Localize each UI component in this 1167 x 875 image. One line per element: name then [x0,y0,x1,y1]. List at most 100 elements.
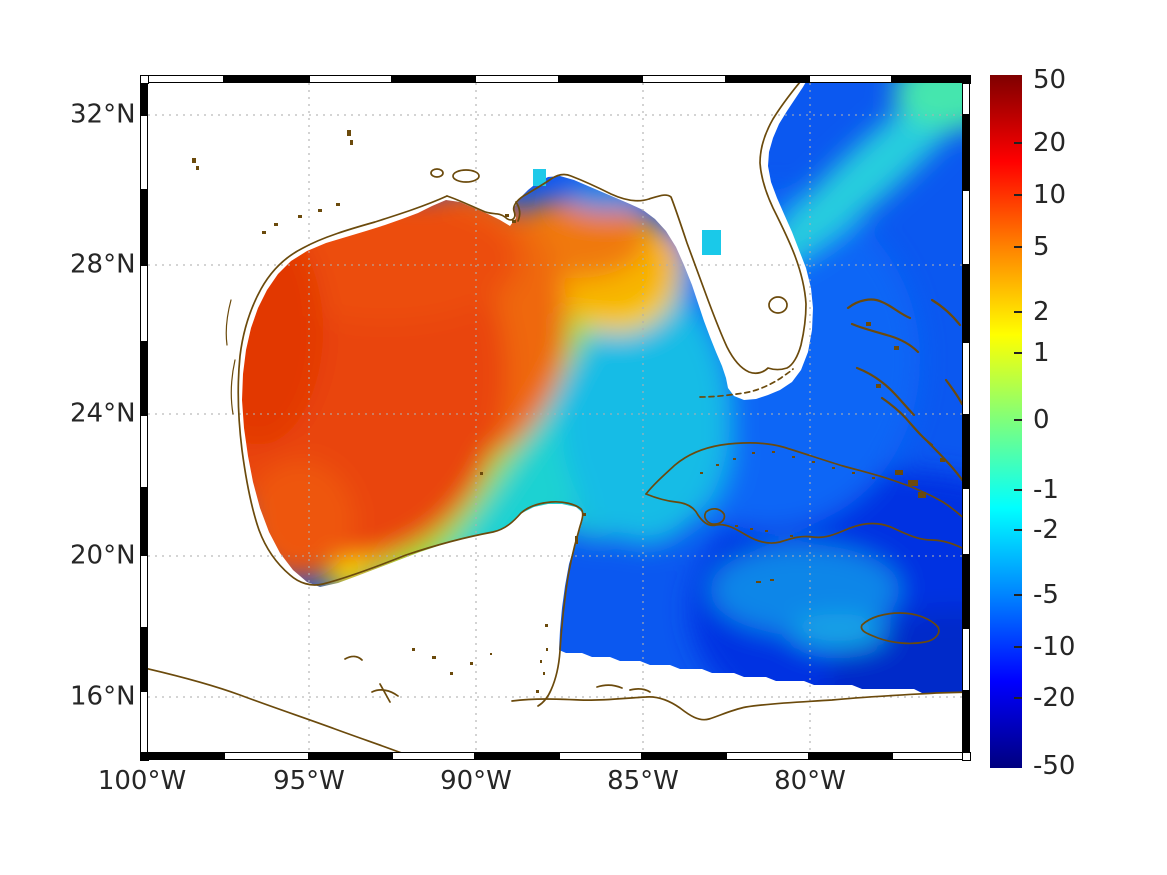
fancy-border-segment-left [140,342,148,415]
coast-northgulf-florida-atlantic [446,83,807,375]
fancy-border-segment-bottom [726,752,809,760]
fancy-border-segment-right [962,415,970,488]
ocean-data-field [148,83,962,752]
fancy-border-segment-bottom [224,752,309,760]
fancy-border-segment-left [140,115,148,190]
frame-corner-bottom-left [140,752,149,761]
fancy-border-segment-right [962,342,970,415]
coast-jamaica [860,612,940,645]
fancy-border-segment-top [475,75,559,83]
fancy-border-segment-bottom [392,752,475,760]
land-mask [148,83,962,752]
fancy-border-segment-top [309,75,392,83]
fancy-border-segment-top [224,75,309,83]
lon-tick-label: 100°W [97,766,187,796]
fancy-border-segment-top [559,75,642,83]
fancy-border-segment-right [962,628,970,691]
colorbar-tick-label: -20 [1033,683,1076,713]
coast-chandeleur [515,201,521,222]
data-patch-florida-lagoon [702,230,721,255]
fancy-border-segment-right [962,265,970,342]
colorbar-tick-label: 1 [1033,338,1050,368]
fancy-border-segment-right [962,488,970,555]
frame-corner-bottom-right [962,752,971,761]
fancy-border-segment-right [962,555,970,628]
data-patch-mobile-bay [533,169,546,186]
coast-bay-islands [596,684,651,693]
fancy-border-segment-right [962,691,970,760]
coast-honduras [511,691,962,721]
colorbar-tick [1014,697,1022,699]
fancy-border-segment-right [962,115,970,190]
colorbar-tick-label: 50 [1033,65,1067,95]
fancy-border-segment-top [726,75,809,83]
coast-bahamas [846,298,962,482]
fancy-border-segment-bottom [140,752,224,760]
coast-cuba-south [645,493,962,549]
fancy-border-segment-bottom [559,752,642,760]
graticule-gridlines [148,83,962,752]
fancy-border-segment-top [140,75,224,83]
colorbar-gradient [990,75,1022,768]
colorbar-tick [1014,529,1022,531]
fancy-border-segment-left [140,555,148,628]
fancy-border-segment-left [140,691,148,760]
coast-guatemala-lagoons [344,655,399,703]
fancy-border-segment-bottom [809,752,892,760]
fancy-border-segment-right [962,190,970,265]
colorbar-tick-label: -1 [1033,475,1059,505]
colorbar-tick [1014,646,1022,648]
colorbar-tick-label: -10 [1033,632,1076,662]
coast-cuba-north [645,442,962,518]
colorbar-tick [1014,246,1022,248]
fancy-border-segment-left [140,190,148,265]
coast-texas-mexico-yucatan [237,195,584,707]
fancy-border-segment-top [809,75,892,83]
fancy-border-segment-bottom [309,752,392,760]
islands-and-cays [192,130,945,693]
coast-florida-keys [699,368,794,398]
colorbar-tick [1014,194,1022,196]
colorbar-tick-label: -2 [1033,515,1059,545]
lon-tick-label: 80°W [774,766,846,796]
fancy-border-segment-left [140,488,148,555]
lake-small [430,168,444,178]
fancy-border-segment-left [140,415,148,488]
fancy-border-segment-left [140,628,148,691]
colorbar-tick-label: -5 [1033,580,1059,610]
lake-okeechobee [768,296,788,314]
fancy-border-segment-bottom [892,752,970,760]
lat-tick-label: 32°N [70,99,136,130]
fancy-border-segment-top [642,75,726,83]
colorbar [990,75,1022,768]
colorbar-tick [1014,142,1022,144]
lon-tick-label: 90°W [440,766,512,796]
fancy-border-segment-bottom [642,752,726,760]
colorbar-tick [1014,419,1022,421]
colorbar-tick [1014,311,1022,313]
fancy-border-segment-bottom [475,752,559,760]
lat-tick-label: 20°N [70,540,136,571]
fancy-border-segment-top [392,75,475,83]
colorbar-tick-label: -50 [1033,751,1076,781]
colorbar-tick-label: 10 [1033,180,1067,210]
lat-tick-label: 24°N [70,398,136,429]
map-plot-area [148,83,962,752]
lon-tick-label: 95°W [273,766,345,796]
coastlines [148,83,962,752]
lat-tick-label: 16°N [70,681,136,712]
colorbar-tick [1014,489,1022,491]
coast-isla-juventud [703,508,726,525]
coast-texas-lagoons [225,299,236,415]
frame-corner-top-right [962,75,971,84]
colorbar-tick [1014,594,1022,596]
colorbar-tick-label: 0 [1033,405,1050,435]
fancy-border-segment-top [892,75,970,83]
colorbar-tick-label: 5 [1033,232,1050,262]
colorbar-tick-label: 2 [1033,297,1050,327]
lake-pontchartrain [452,169,480,183]
fancy-border-segment-left [140,265,148,342]
lon-tick-label: 85°W [607,766,679,796]
coast-mexico-pacific [148,667,402,752]
